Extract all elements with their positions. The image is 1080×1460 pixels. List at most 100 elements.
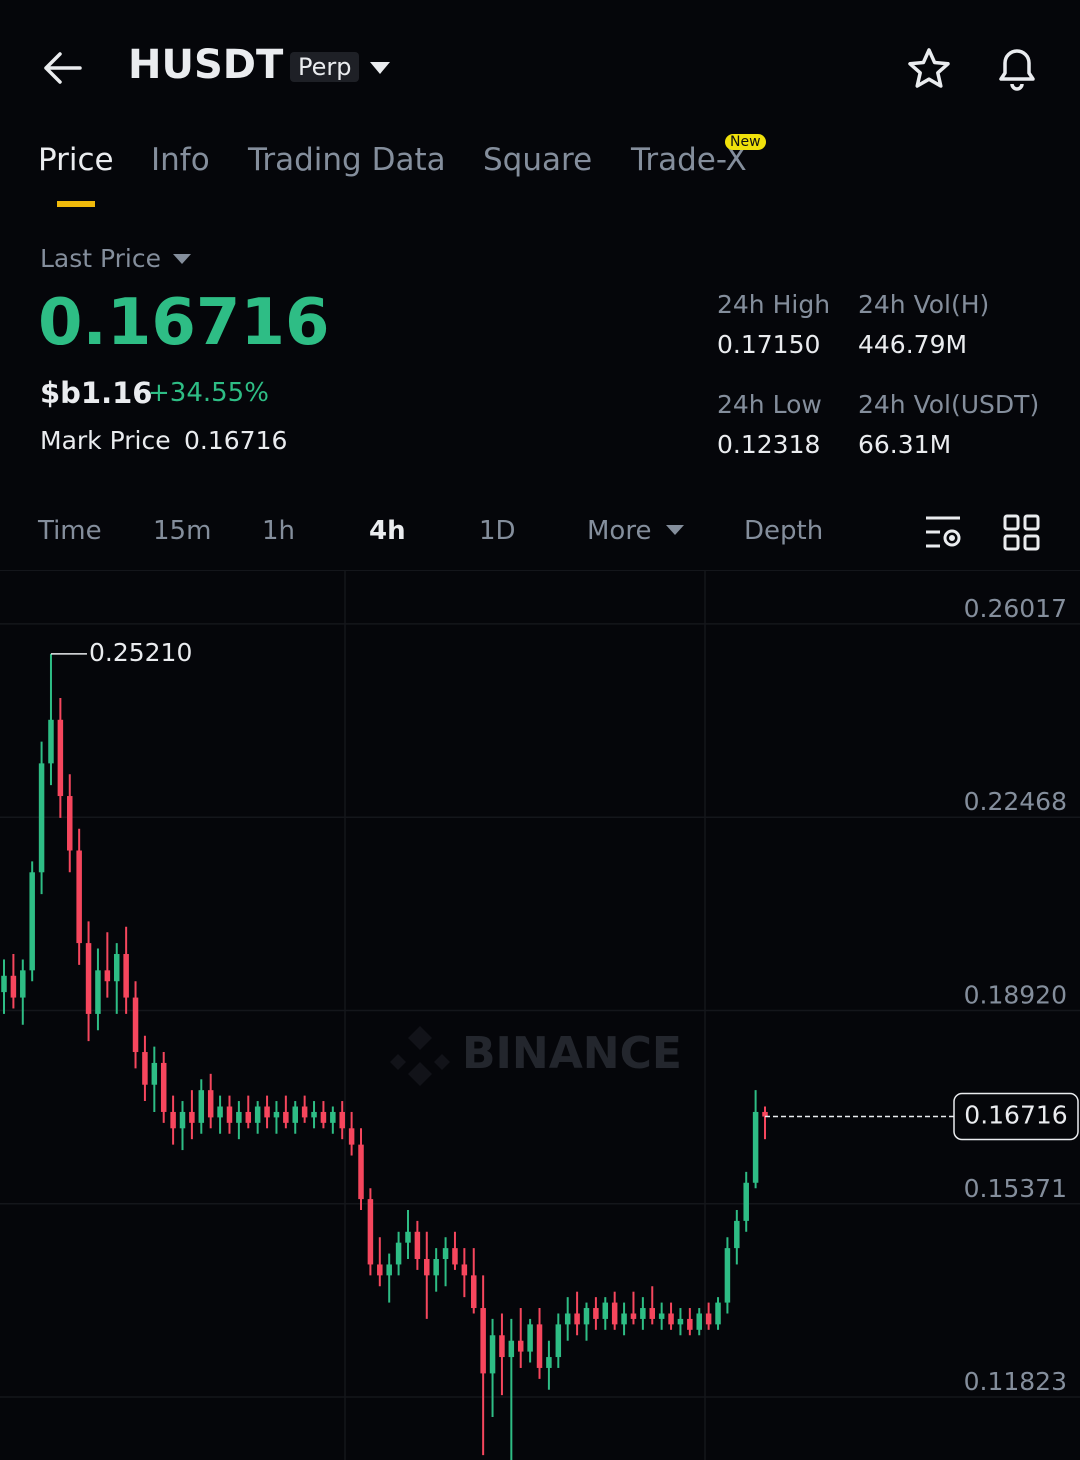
- candle-body: [38, 763, 45, 873]
- candle-body: [226, 1106, 233, 1123]
- candle-body: [668, 1313, 674, 1325]
- back-button[interactable]: [40, 50, 84, 86]
- y-tick-label: 0.18920: [964, 980, 1067, 1009]
- candle-body: [395, 1242, 402, 1265]
- stat-value: 66.31M: [858, 430, 952, 459]
- tab[interactable]: Trading Data: [248, 142, 446, 178]
- alert[interactable]: [994, 44, 1040, 92]
- candle-body: [677, 1318, 684, 1325]
- candle-body: [734, 1220, 740, 1249]
- interval[interactable]: 1h: [262, 516, 296, 546]
- candle-body: [132, 997, 139, 1053]
- candle-body: [320, 1111, 327, 1123]
- candle-body: [405, 1231, 411, 1243]
- candle-body: [273, 1111, 280, 1118]
- candle-body: [442, 1248, 449, 1260]
- candle-body: [207, 1090, 214, 1118]
- candle-body: [358, 1144, 364, 1200]
- favorite[interactable]: [906, 46, 952, 92]
- tab-indicator: [57, 201, 95, 207]
- last-price-box: [953, 1092, 1079, 1141]
- tab[interactable]: Price: [38, 142, 114, 178]
- candle-body: [198, 1090, 205, 1123]
- candle-body: [160, 1062, 167, 1112]
- perp-badge: Perp: [290, 52, 360, 82]
- price-label[interactable]: Last Price: [40, 244, 162, 273]
- candle-body: [564, 1313, 571, 1325]
- interval[interactable]: 1D: [479, 516, 516, 546]
- y-tick-label: 0.15371: [964, 1174, 1067, 1203]
- mark-label: Mark Price: [40, 426, 171, 455]
- candle-body: [85, 943, 92, 1014]
- candle-body: [762, 1111, 768, 1117]
- dropdown[interactable]: [665, 523, 685, 537]
- candle-body: [142, 1052, 148, 1085]
- candle-body: [377, 1264, 383, 1276]
- candle-body: [489, 1335, 496, 1374]
- stat-label: 24h High: [717, 290, 831, 319]
- stat-value: 0.17150: [717, 330, 821, 359]
- interval[interactable]: Time: [38, 516, 102, 546]
- candle-body: [452, 1248, 458, 1265]
- fiat-price: $b1.16: [40, 376, 153, 410]
- candle-body: [123, 953, 129, 998]
- stat-label: 24h Vol(H): [858, 290, 990, 319]
- candle-body: [20, 970, 26, 998]
- candle-body: [696, 1313, 702, 1330]
- candle-body: [1, 975, 7, 993]
- stat-value: 446.79M: [858, 330, 968, 359]
- tab[interactable]: Square: [483, 142, 593, 178]
- candle-body: [339, 1111, 345, 1129]
- candle-body: [236, 1111, 242, 1123]
- layout-toggle[interactable]: [1003, 514, 1041, 552]
- last-price: 0.16716: [38, 286, 330, 360]
- interval[interactable]: Depth: [744, 516, 824, 546]
- candle-body: [546, 1357, 552, 1368]
- candle-body: [611, 1302, 618, 1325]
- stat-label: 24h Vol(USDT): [858, 390, 1040, 419]
- watermark: BINANCE: [462, 1028, 682, 1079]
- candle-body: [593, 1308, 599, 1319]
- interval[interactable]: More: [587, 516, 652, 546]
- candle-body: [499, 1335, 505, 1358]
- candle-body: [517, 1340, 524, 1352]
- y-tick-label: 0.26017: [964, 594, 1067, 623]
- candle-body: [67, 796, 73, 851]
- candle-body: [292, 1106, 298, 1123]
- candle-body: [583, 1308, 590, 1325]
- candle-body: [330, 1111, 336, 1123]
- interval[interactable]: 4h: [369, 516, 406, 546]
- dropdown[interactable]: [172, 252, 192, 266]
- candle-body: [301, 1106, 308, 1118]
- candle-body: [508, 1340, 515, 1358]
- candle-body: [433, 1259, 439, 1276]
- candle-body: [687, 1318, 693, 1330]
- candle-body: [386, 1264, 392, 1276]
- candle-body: [527, 1324, 533, 1352]
- candle-body: [471, 1275, 477, 1309]
- indicator-settings[interactable]: [924, 514, 964, 552]
- candle-body: [658, 1313, 665, 1319]
- candle-body: [57, 719, 64, 797]
- y-tick-label: 0.11823: [964, 1367, 1067, 1396]
- candle-body: [367, 1199, 374, 1265]
- candle-body: [621, 1313, 627, 1325]
- candle-body: [113, 953, 120, 982]
- tab[interactable]: Info: [151, 142, 210, 178]
- candle-body: [574, 1313, 580, 1325]
- interval[interactable]: 15m: [153, 516, 212, 546]
- candle-body: [217, 1106, 223, 1118]
- candle-body: [283, 1111, 289, 1123]
- candle-body: [264, 1106, 270, 1118]
- candle-body: [461, 1264, 468, 1276]
- candle-body: [104, 970, 111, 982]
- candle-body: [179, 1111, 186, 1129]
- candle-body: [602, 1302, 609, 1319]
- candle-body: [95, 970, 101, 1014]
- candle-body: [48, 719, 54, 764]
- candle-body: [743, 1182, 749, 1221]
- candle-body: [480, 1308, 486, 1374]
- dropdown[interactable]: [368, 58, 392, 78]
- stat-label: 24h Low: [717, 390, 822, 419]
